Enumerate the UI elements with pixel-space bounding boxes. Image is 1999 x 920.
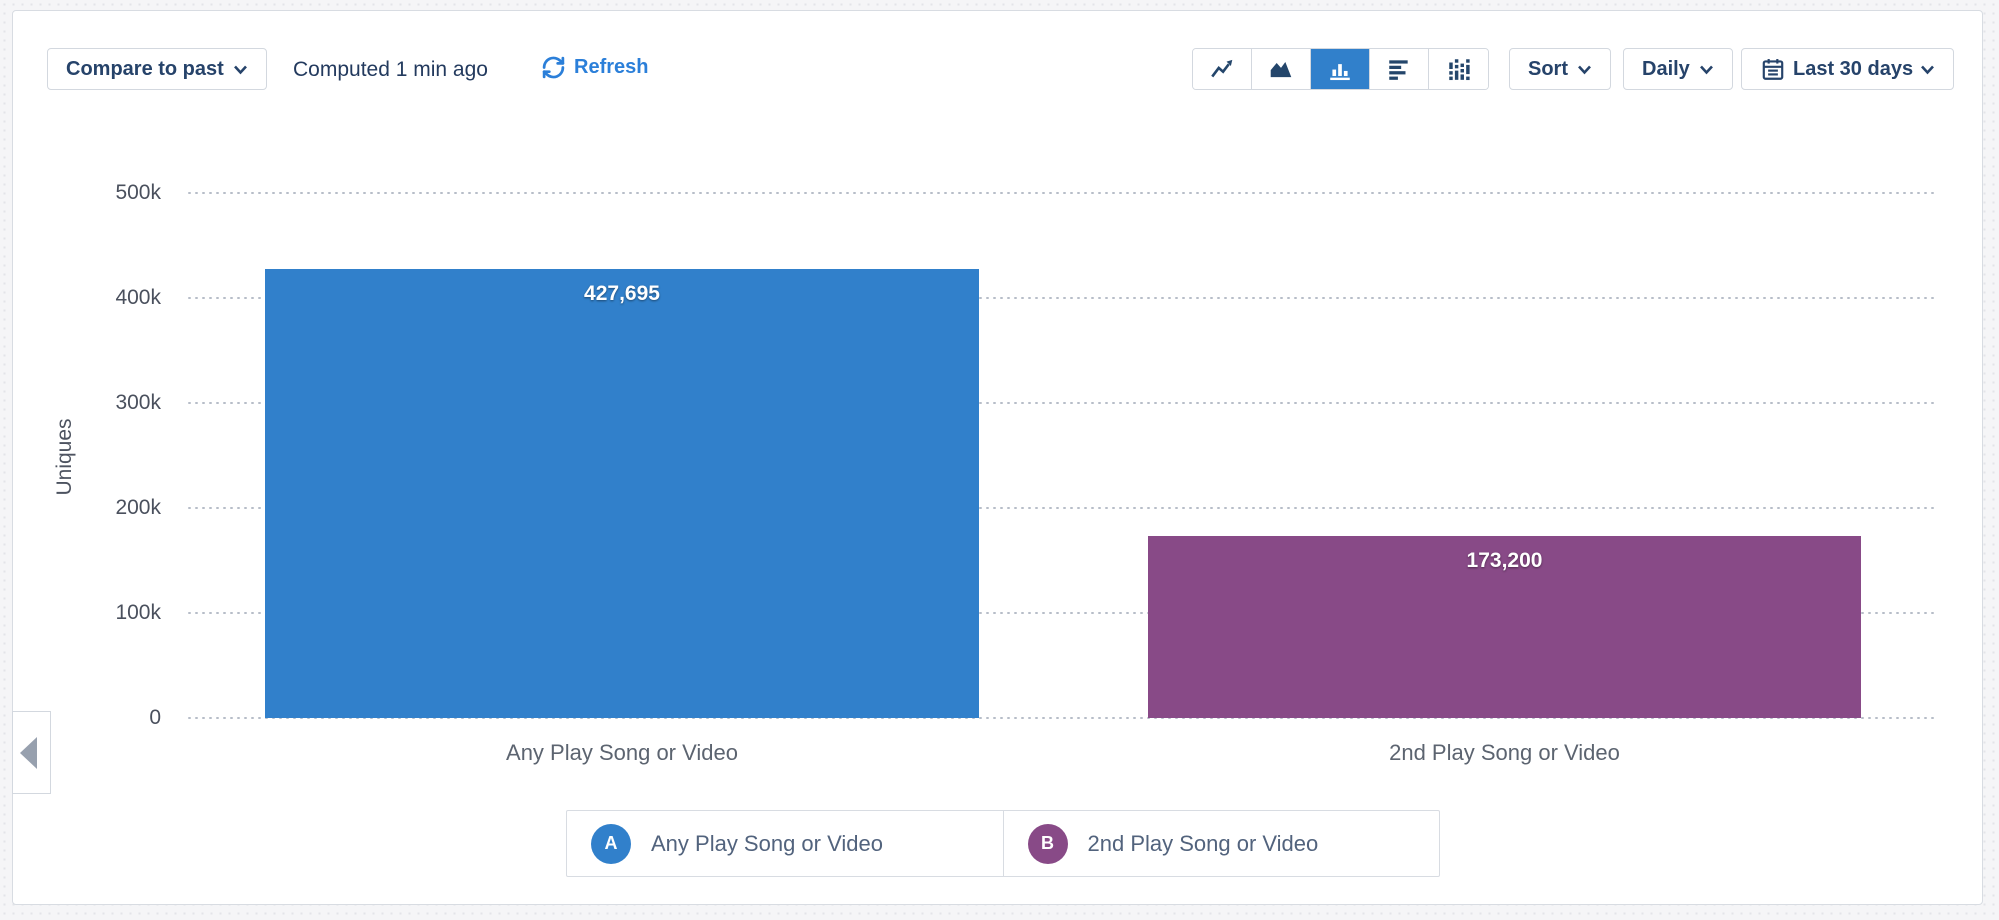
- compare-to-past-button[interactable]: Compare to past: [47, 48, 267, 90]
- collapse-panel-handle[interactable]: [12, 711, 51, 794]
- chart-type-switcher: [1192, 48, 1489, 90]
- bar-b[interactable]: 173,200: [1148, 536, 1861, 718]
- refresh-icon: [542, 56, 565, 79]
- refresh-button[interactable]: Refresh: [541, 55, 648, 80]
- legend-series-label: 2nd Play Song or Video: [1087, 830, 1319, 856]
- sort-label: Sort: [1528, 57, 1568, 80]
- x-category-label: 2nd Play Song or Video: [1389, 740, 1620, 765]
- bar-a[interactable]: 427,695: [265, 268, 979, 718]
- refresh-label: Refresh: [574, 56, 649, 78]
- gridline: [186, 297, 1936, 299]
- line-chart-icon: [1211, 59, 1233, 78]
- date-range-label: Last 30 days: [1793, 57, 1914, 80]
- interval-button[interactable]: Daily: [1623, 48, 1733, 90]
- calendar-icon: [1762, 59, 1784, 80]
- line-chart-button[interactable]: [1193, 49, 1252, 89]
- horizontal-bars-icon: [1389, 60, 1408, 80]
- bar-value-label: 427,695: [584, 281, 660, 305]
- horizontal-bars-button[interactable]: [1370, 49, 1429, 89]
- y-tick-label: 300k: [115, 391, 161, 414]
- distribution-icon: [1448, 59, 1470, 81]
- gridline: [186, 507, 1936, 509]
- gridline: [186, 192, 1936, 194]
- computed-status-text: Computed 1 min ago: [293, 58, 488, 81]
- legend-item-b[interactable]: B 2nd Play Song or Video: [1004, 811, 1440, 876]
- chevron-down-icon: [1699, 65, 1713, 74]
- distribution-button[interactable]: [1429, 49, 1488, 89]
- chart-card: Compare to past Computed 1 min ago Refre…: [12, 10, 1983, 905]
- legend-series-label: Any Play Song or Video: [651, 830, 883, 856]
- chevron-down-icon: [1921, 65, 1935, 74]
- collapse-left-icon: [20, 736, 37, 769]
- area-chart-icon: [1270, 61, 1292, 78]
- area-chart-button[interactable]: [1252, 49, 1311, 89]
- y-tick-label: 100k: [115, 601, 161, 624]
- legend-series-badge: A: [591, 823, 631, 864]
- y-tick-label: 500k: [115, 181, 161, 204]
- y-tick-label: 0: [149, 706, 161, 729]
- legend: A Any Play Song or Video B 2nd Play Song or…: [566, 810, 1440, 877]
- x-category-label: Any Play Song or Video: [506, 740, 738, 765]
- y-tick-label: 200k: [115, 496, 161, 519]
- bar-chart-icon: [1330, 64, 1350, 81]
- bar-value-label: 173,200: [1466, 549, 1543, 573]
- gridline: [186, 612, 1936, 614]
- compare-to-past-label: Compare to past: [66, 57, 224, 80]
- gridline: [186, 402, 1936, 404]
- date-range-button[interactable]: Last 30 days: [1741, 48, 1955, 90]
- sort-button[interactable]: Sort: [1509, 48, 1611, 90]
- interval-label: Daily: [1642, 57, 1690, 80]
- y-tick-label: 400k: [115, 286, 161, 309]
- bar-chart: Uniques 500k 400k 300k 200k 100k 0 427,695 173…: [13, 11, 1982, 904]
- chevron-down-icon: [1578, 65, 1591, 74]
- legend-series-badge: B: [1027, 823, 1068, 864]
- gridline: [186, 717, 1936, 719]
- chevron-down-icon: [233, 65, 247, 74]
- bar-chart-button[interactable]: [1311, 49, 1370, 89]
- legend-item-a[interactable]: A Any Play Song or Video: [567, 811, 1004, 876]
